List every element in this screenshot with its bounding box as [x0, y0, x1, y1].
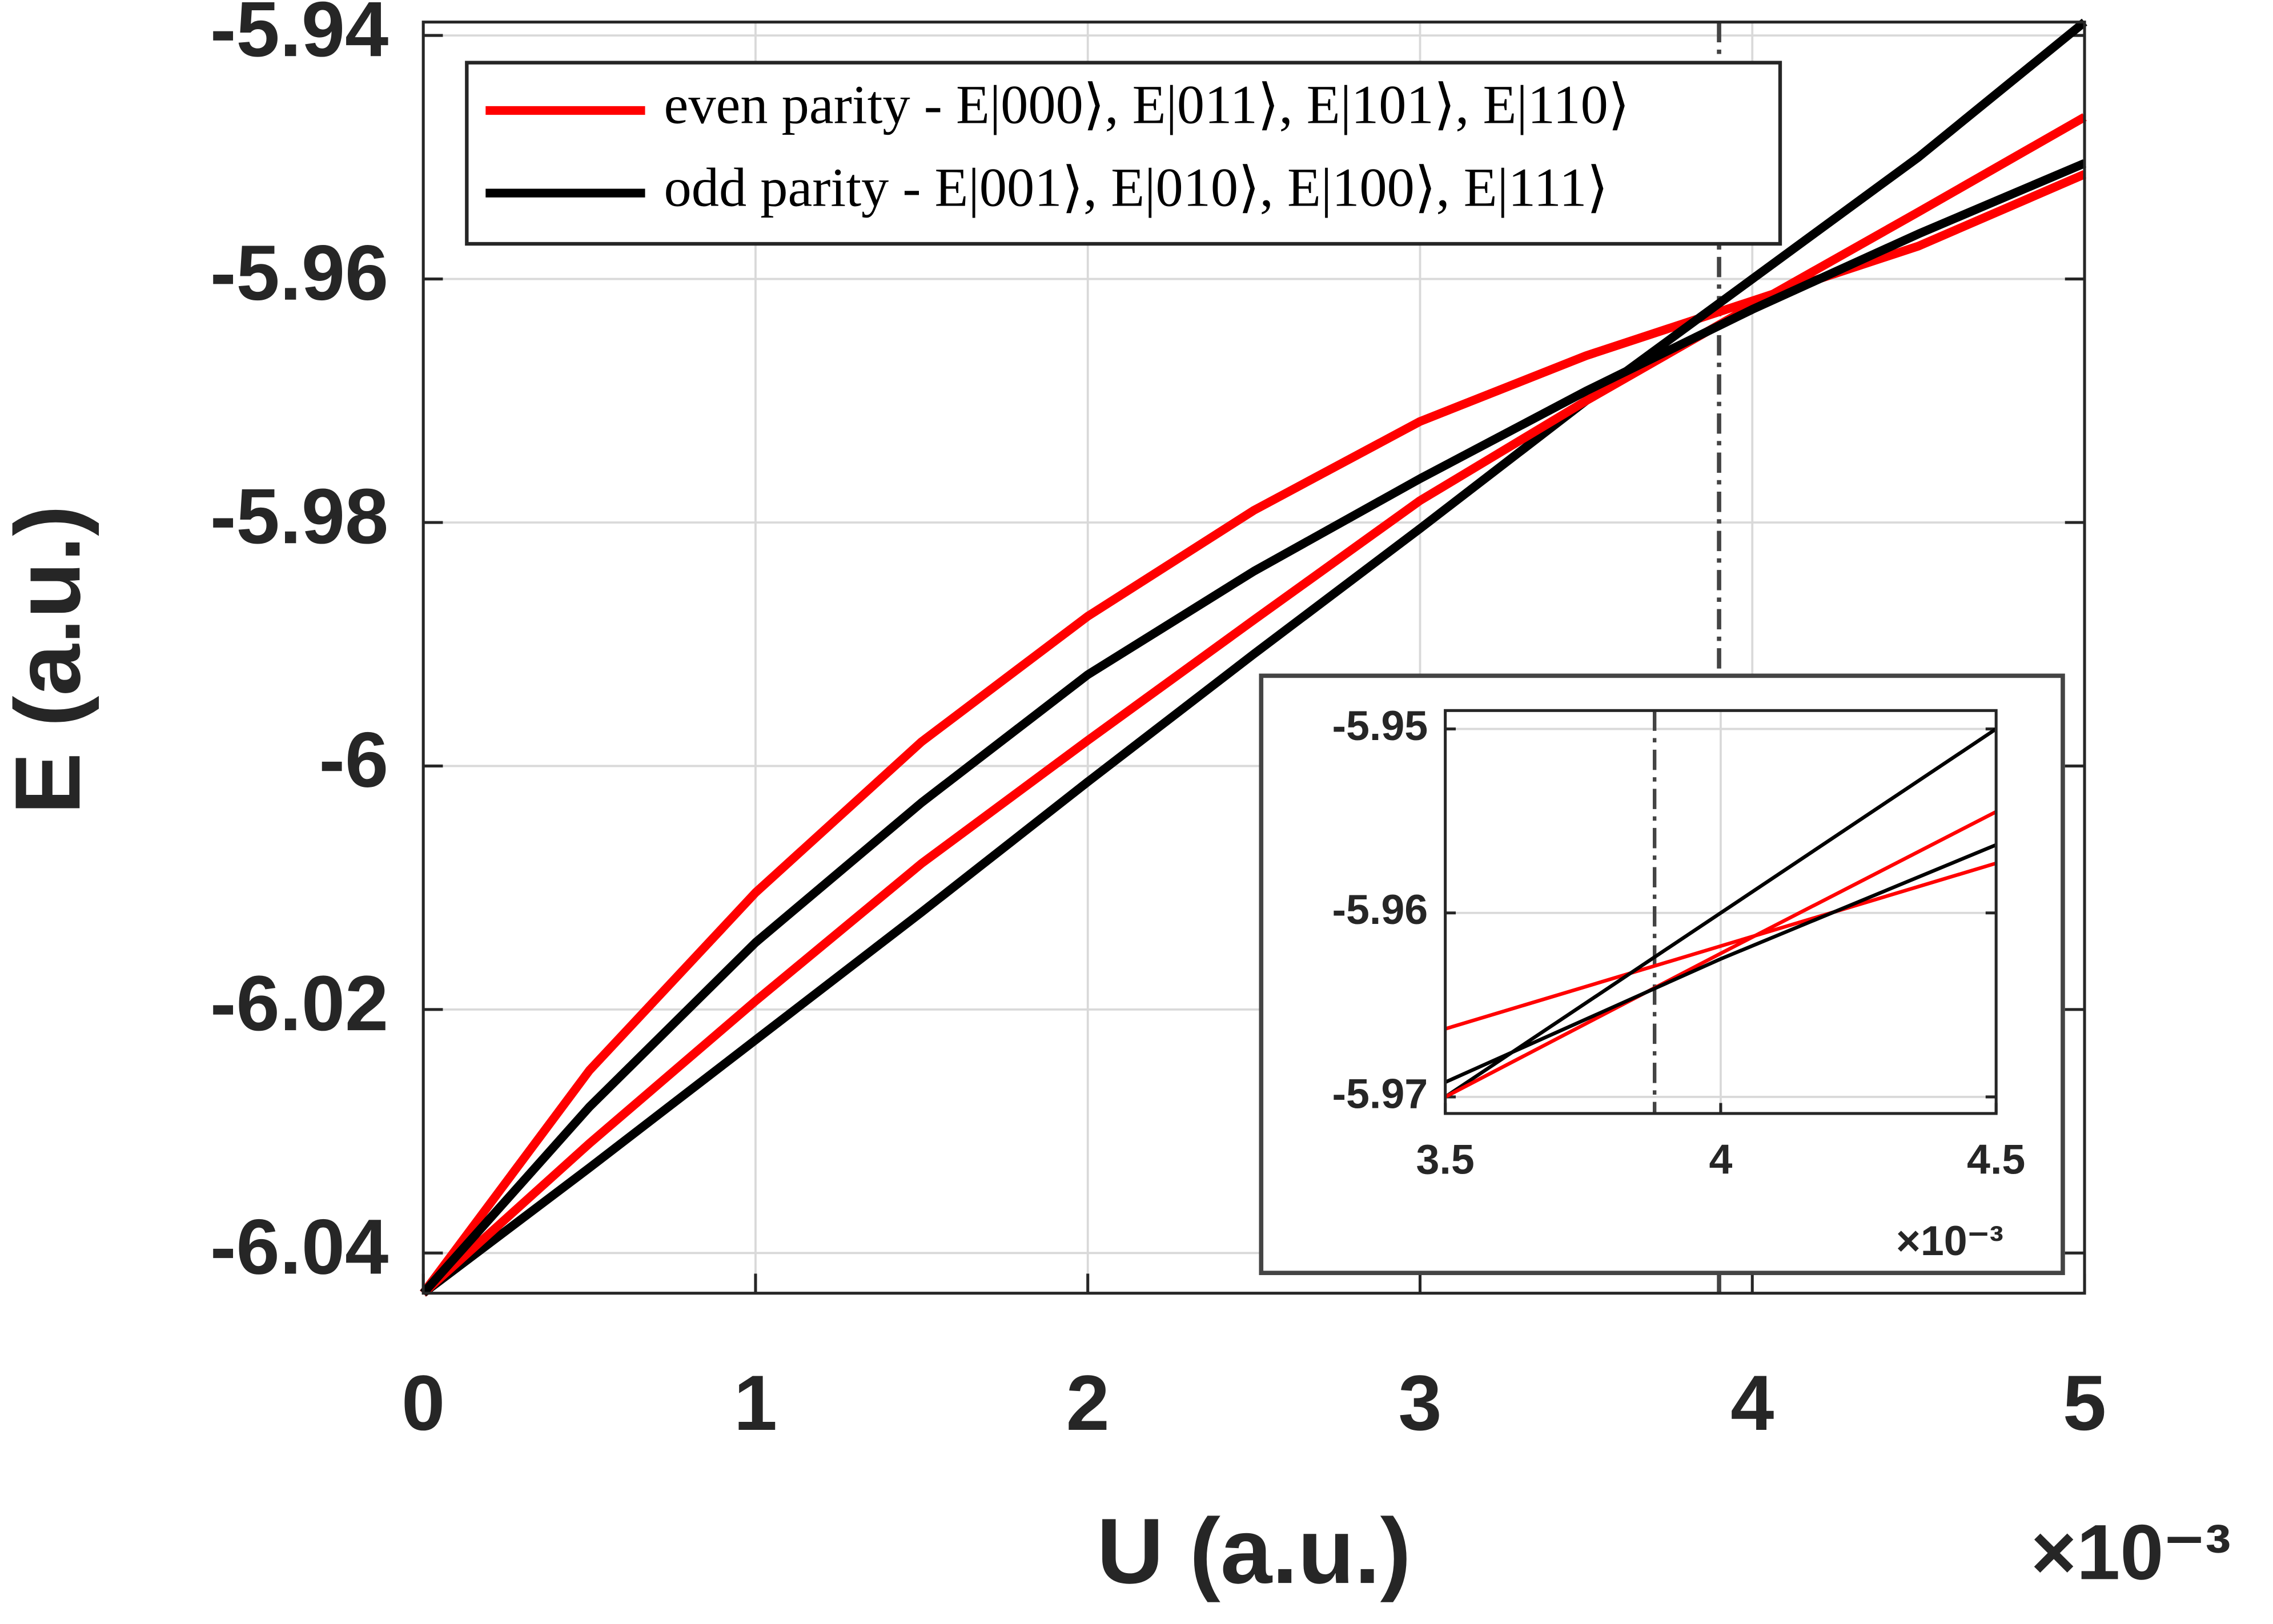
- legend-label: even parity - E|000⟩, E|011⟩, E|101⟩, E|…: [664, 74, 1630, 135]
- x-tick-label: 4: [1730, 1360, 1774, 1447]
- x-tick-label: 0: [401, 1360, 445, 1447]
- series-line: [1444, 861, 1997, 1031]
- y-tick-label: -6.04: [210, 1204, 388, 1291]
- x-tick-label: 4.5: [1967, 1136, 2025, 1183]
- x-multiplier: ×10⁻³: [1896, 1217, 2003, 1264]
- y-tick-label: -5.97: [1332, 1070, 1428, 1117]
- y-tick-label: -5.98: [210, 473, 388, 560]
- series-line: [420, 159, 2087, 1296]
- x-tick-label: 1: [734, 1360, 777, 1447]
- x-tick-label: 5: [2063, 1360, 2106, 1447]
- y-tick-label: -6.02: [210, 960, 388, 1047]
- y-axis-label: E (a.u.): [0, 505, 99, 815]
- series-line: [1444, 727, 1997, 1099]
- x-axis-label: U (a.u.): [1097, 1500, 1411, 1603]
- y-tick-label: -5.96: [210, 230, 388, 317]
- axes-frame: [1444, 709, 1998, 1115]
- y-tick-label: -5.96: [1332, 886, 1428, 933]
- y-tick-label: -5.94: [210, 0, 388, 73]
- x-tick-label: 4: [1709, 1136, 1732, 1183]
- x-tick-label: 3.5: [1416, 1136, 1474, 1183]
- x-tick-label: 2: [1066, 1360, 1110, 1447]
- x-tick-label: 3: [1398, 1360, 1441, 1447]
- legend-label: odd parity - E|001⟩, E|010⟩, E|100⟩, E|1…: [664, 156, 1609, 218]
- series-line: [420, 113, 2087, 1297]
- series-line: [1444, 843, 1997, 1084]
- y-tick-label: -6: [319, 717, 388, 804]
- x-multiplier: ×10⁻³: [2031, 1509, 2231, 1596]
- series-line: [1444, 810, 1997, 1099]
- legend-box: [465, 61, 1782, 246]
- axes-frame: [421, 21, 2086, 1295]
- series-line: [420, 18, 2087, 1297]
- y-tick-label: -5.95: [1332, 702, 1428, 749]
